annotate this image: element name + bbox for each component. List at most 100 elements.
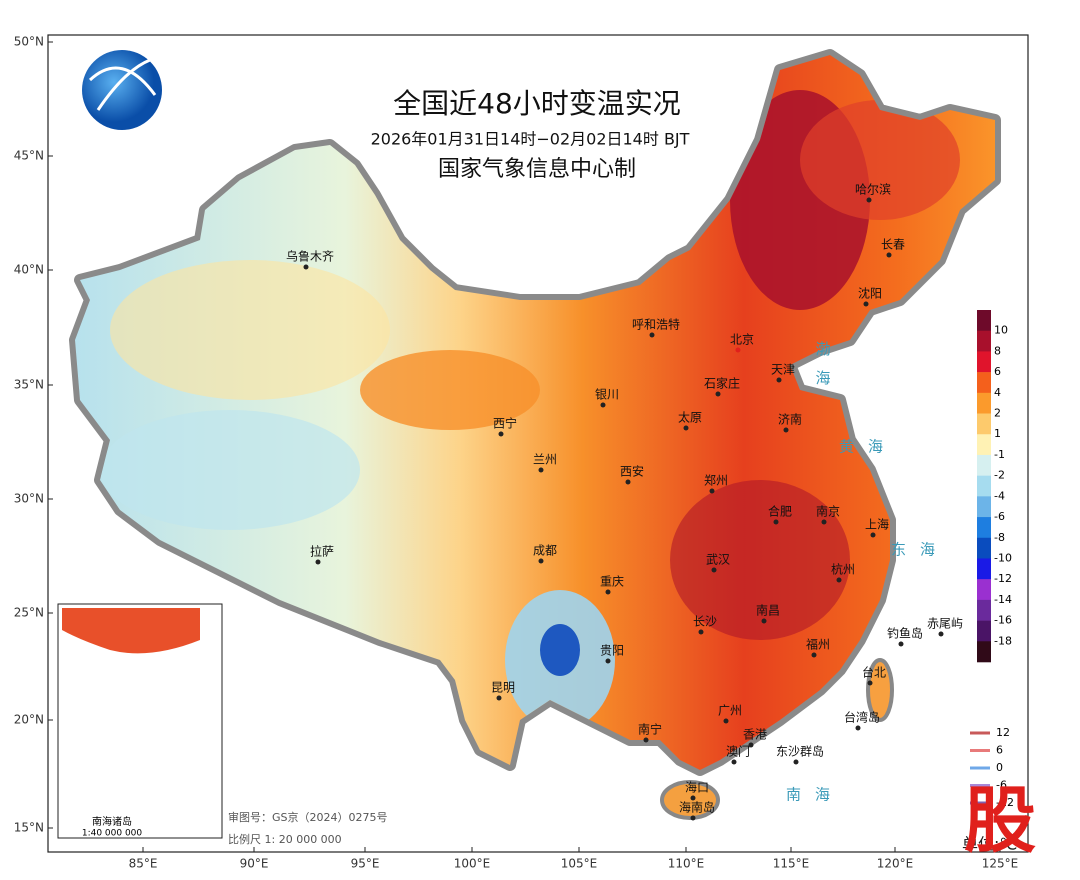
legend-swatch (977, 537, 991, 559)
city-dot (811, 652, 817, 658)
city-dot (643, 737, 649, 743)
city-label: 海口 (685, 780, 709, 795)
city-label: 太原 (678, 410, 702, 425)
sea-label: 渤海 (814, 341, 832, 399)
lon-label: 100°E (454, 857, 491, 871)
lat-label: 30°N (14, 492, 44, 506)
legend-label: 4 (994, 386, 1001, 399)
legend-label: 8 (994, 344, 1001, 357)
legend-label: -18 (994, 634, 1012, 647)
city-dot (698, 629, 704, 635)
legend-label: 10 (994, 324, 1008, 337)
legend-swatch (977, 392, 991, 414)
legend-label: -14 (994, 593, 1012, 606)
city-label: 银川 (595, 388, 619, 402)
legend-swatch (977, 641, 991, 663)
city-label: 乌鲁木齐 (286, 249, 334, 264)
legend-label: -2 (994, 469, 1005, 482)
lon-label: 120°E (877, 857, 914, 871)
city-dot (723, 718, 729, 724)
city-label: 澳门 (726, 744, 750, 759)
legend-swatch (977, 310, 991, 332)
city-dot (600, 402, 606, 408)
city-label: 天津 (771, 363, 795, 377)
watermark: 股 (964, 779, 1036, 863)
lat-label: 45°N (14, 149, 44, 163)
city-dot (496, 695, 502, 701)
legend-label: -8 (994, 531, 1005, 544)
legend-swatch (977, 454, 991, 476)
subtitle: 2026年01月31日14时−02月02日14时 BJT (371, 130, 690, 149)
city-label: 石家庄 (704, 376, 740, 391)
city-label: 东沙群岛 (776, 744, 824, 759)
city-dot (886, 252, 892, 258)
city-dot (855, 725, 861, 731)
city-label: 赤尾屿 (927, 617, 963, 631)
city-label: 南昌 (756, 603, 780, 618)
lon-label: 115°E (773, 857, 810, 871)
city-label: 郑州 (704, 473, 728, 488)
city-dot (605, 589, 611, 595)
legend-swatch (977, 579, 991, 601)
city-label: 香港 (743, 728, 767, 742)
city-label: 南宁 (638, 722, 662, 737)
legend-label: -4 (994, 489, 1005, 502)
city-dot (821, 519, 827, 525)
legend-label: -16 (994, 614, 1012, 627)
city-dot (793, 759, 799, 765)
city-label: 昆明 (491, 681, 515, 695)
city-dot (538, 558, 544, 564)
legend-swatch (977, 620, 991, 642)
city-label: 西宁 (493, 416, 517, 431)
city-label: 上海 (865, 517, 889, 532)
contour-label: 6 (996, 744, 1003, 757)
city-dot (867, 680, 873, 686)
city-label: 济南 (778, 412, 802, 427)
legend-label: -12 (994, 572, 1012, 585)
legend-swatch (977, 475, 991, 497)
city-label: 拉萨 (310, 544, 334, 559)
city-dot (735, 347, 741, 353)
city-dot (625, 479, 631, 485)
city-dot (761, 618, 767, 624)
lat-label: 25°N (14, 606, 44, 620)
city-label: 武汉 (706, 553, 730, 567)
lat-label: 20°N (14, 713, 44, 727)
city-label: 福州 (806, 637, 830, 652)
city-dot (836, 577, 842, 583)
city-label: 西安 (620, 464, 644, 479)
city-label: 海南岛 (679, 800, 715, 815)
city-label: 钓鱼岛 (887, 626, 923, 641)
city-dot (709, 488, 715, 494)
lon-label: 110°E (668, 857, 705, 871)
contour-label: 12 (996, 726, 1010, 739)
city-dot (683, 425, 689, 431)
inset-land (62, 608, 200, 654)
inset-title: 南海诸岛 (92, 815, 132, 828)
city-dot (605, 658, 611, 664)
city-label: 贵阳 (600, 644, 624, 658)
city-label: 呼和浩特 (632, 317, 680, 332)
city-dot (649, 332, 655, 338)
city-dot (776, 377, 782, 383)
lat-label: 35°N (14, 378, 44, 392)
city-label: 沈阳 (858, 286, 882, 301)
lat-label: 40°N (14, 263, 44, 277)
city-dot (498, 431, 504, 437)
city-label: 合肥 (768, 504, 792, 519)
city-dot (748, 742, 754, 748)
city-label: 长春 (881, 238, 905, 252)
unit: 单位:℃ (962, 835, 1017, 854)
contour-label: 0 (996, 761, 1003, 774)
contour-label: -6 (996, 779, 1007, 792)
legend-swatch (977, 413, 991, 435)
city-label: 长沙 (693, 615, 717, 629)
city-dot (690, 815, 696, 821)
city-dot (938, 631, 944, 637)
city-dot (711, 567, 717, 573)
city-label: 杭州 (831, 562, 855, 577)
sea-label: 东海 (891, 541, 949, 559)
lon-label: 105°E (561, 857, 598, 871)
city-dot (715, 391, 721, 397)
